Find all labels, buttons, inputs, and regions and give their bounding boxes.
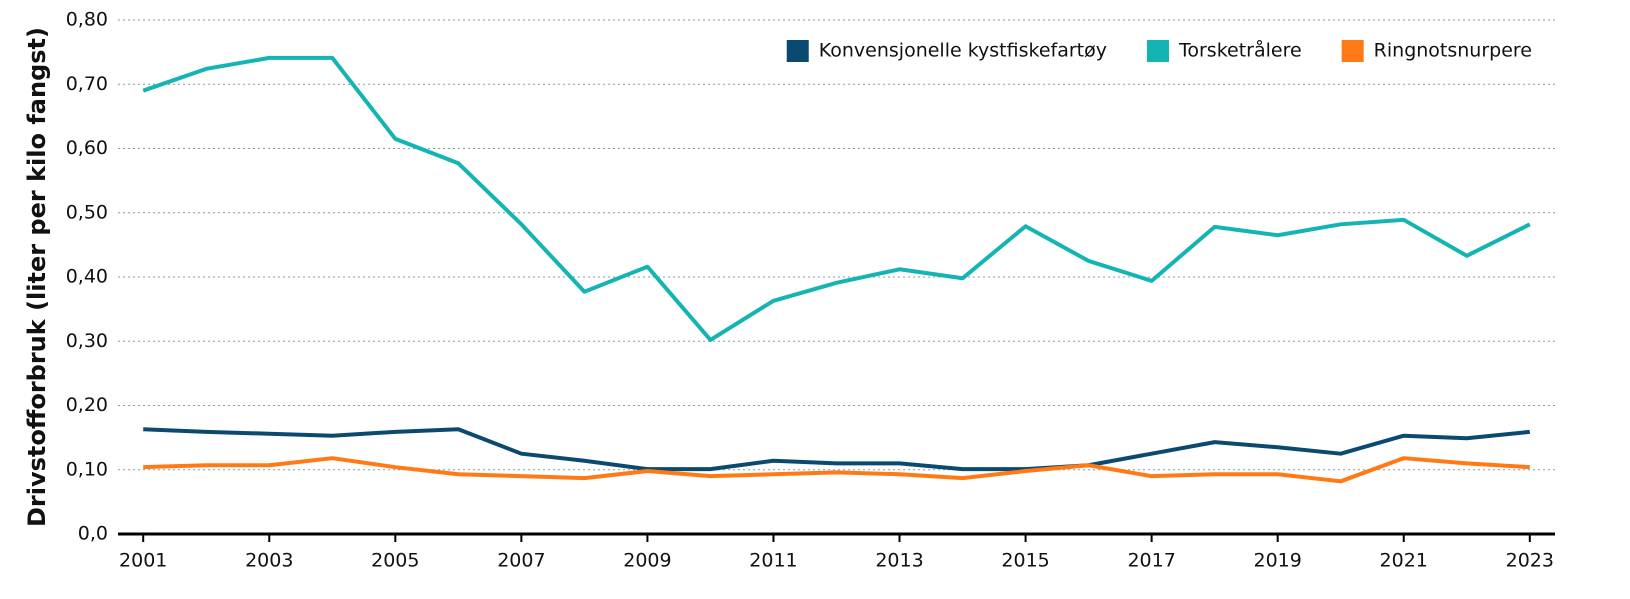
legend-swatch: [1146, 40, 1169, 62]
x-tick-label: 2013: [875, 550, 923, 572]
y-tick-label: 0,30: [66, 330, 108, 352]
y-tick-label: 0,80: [66, 9, 108, 31]
x-tick-label: 2015: [1001, 550, 1049, 572]
x-tick-label: 2001: [119, 550, 167, 572]
y-axis-label: Drivstofforbruk (liter per kilo fangst): [23, 27, 51, 527]
x-tick-label: 2023: [1506, 550, 1554, 572]
x-tick-label: 2005: [371, 550, 419, 572]
y-tick-label: 0,70: [66, 73, 108, 95]
x-tick-label: 2021: [1380, 550, 1428, 572]
y-tick-label: 0,10: [66, 458, 108, 480]
legend-label: Torsketrålere: [1178, 39, 1302, 62]
x-tick-label: 2009: [623, 550, 671, 572]
legend-swatch: [1341, 40, 1364, 62]
y-tick-label: 0,40: [66, 266, 108, 288]
series-line: [143, 427, 1530, 472]
x-tick-label: 2017: [1127, 550, 1175, 572]
legend-label: Konvensjonelle kystfiskefartøy: [819, 40, 1107, 62]
x-tick-label: 2011: [749, 550, 797, 572]
x-tick-label: 2019: [1254, 550, 1302, 572]
y-tick-label: 0,50: [66, 201, 108, 223]
series-line: [143, 456, 1530, 484]
legend-swatch: [786, 40, 809, 62]
x-tick-label: 2003: [245, 550, 293, 572]
x-tick-label: 2007: [497, 550, 545, 572]
y-tick-label: 0,20: [66, 394, 108, 416]
series-line: [142, 55, 1531, 342]
y-tick-label: 0,0: [78, 523, 108, 545]
y-tick-label: 0,60: [66, 137, 108, 159]
legend-label: Ringnotsnurpere: [1374, 40, 1532, 62]
